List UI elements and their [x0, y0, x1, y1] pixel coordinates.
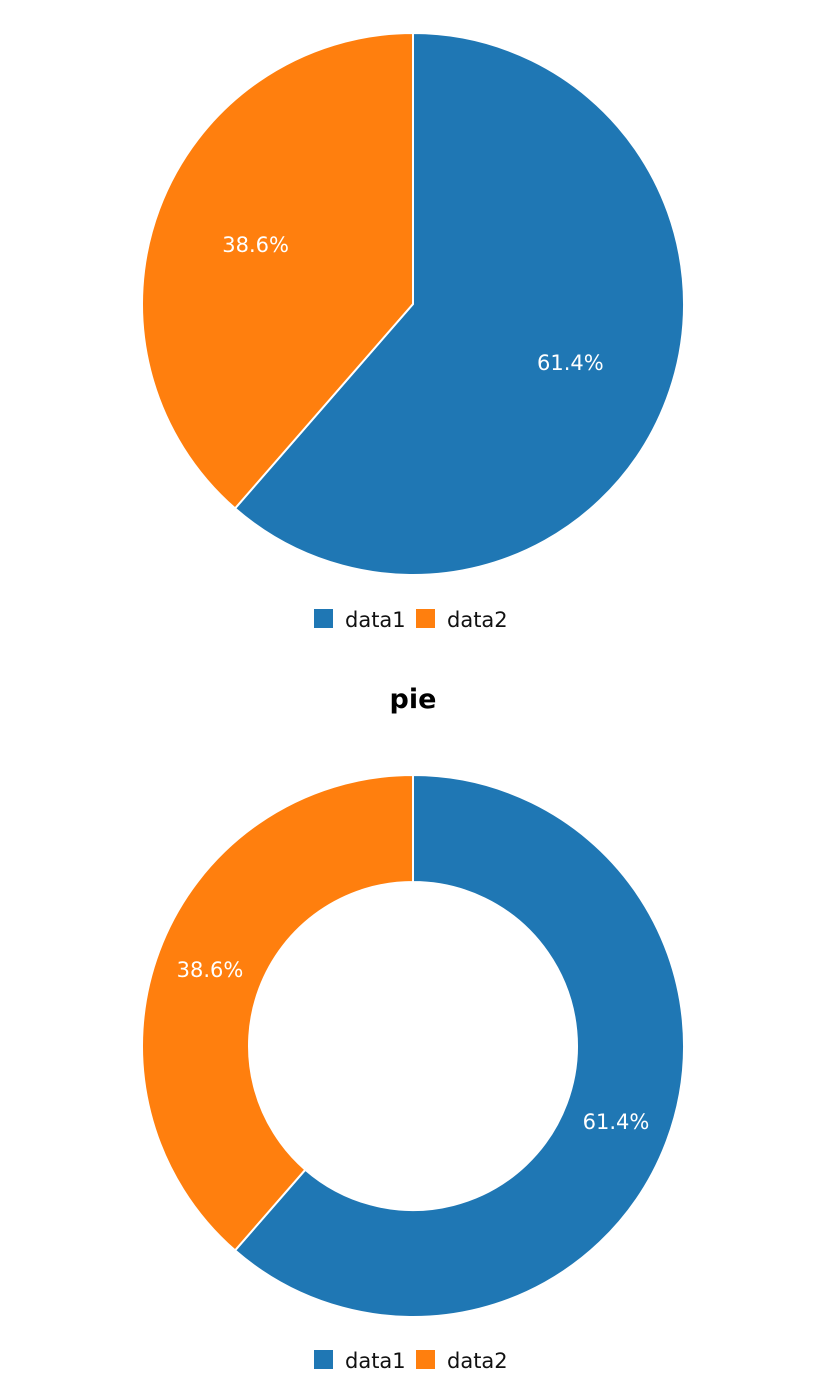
slice-label-data2: 38.6%	[222, 233, 289, 257]
legend-swatch-data1	[314, 609, 333, 628]
legend-swatch-data2	[416, 1350, 435, 1369]
slice-data1[interactable]	[233, 31, 685, 576]
legend-item-data2[interactable]: data2	[416, 608, 508, 632]
slice-data1[interactable]	[233, 773, 685, 1318]
legend-swatch-data2	[416, 609, 435, 628]
slice-label-data1: 61.4%	[537, 351, 604, 375]
legend-label-data1: data1	[345, 1349, 406, 1373]
legend: data1 data2	[314, 1349, 508, 1373]
legend: data1 data2	[314, 608, 508, 632]
legend-swatch-data1	[314, 1350, 333, 1369]
donut-slices	[141, 773, 685, 1318]
slice-data2[interactable]	[141, 773, 414, 1252]
slice-label-data1: 61.4%	[583, 1110, 650, 1134]
slice-label-data2: 38.6%	[177, 958, 244, 982]
legend-item-data2[interactable]: data2	[416, 1349, 508, 1373]
legend-label-data1: data1	[345, 608, 406, 632]
pie-slice-labels: 61.4% 38.6%	[222, 233, 604, 375]
pie-chart: 61.4% 38.6% data1 data2	[141, 31, 685, 632]
chart-title: pie	[390, 684, 437, 715]
slice-data2[interactable]	[141, 31, 414, 510]
pie-slices	[141, 31, 685, 576]
legend-item-data1[interactable]: data1	[314, 1349, 406, 1373]
donut-chart: 61.4% 38.6% data1 data2	[141, 773, 685, 1373]
legend-label-data2: data2	[447, 608, 508, 632]
donut-slice-labels: 61.4% 38.6%	[177, 958, 650, 1134]
legend-label-data2: data2	[447, 1349, 508, 1373]
legend-item-data1[interactable]: data1	[314, 608, 406, 632]
